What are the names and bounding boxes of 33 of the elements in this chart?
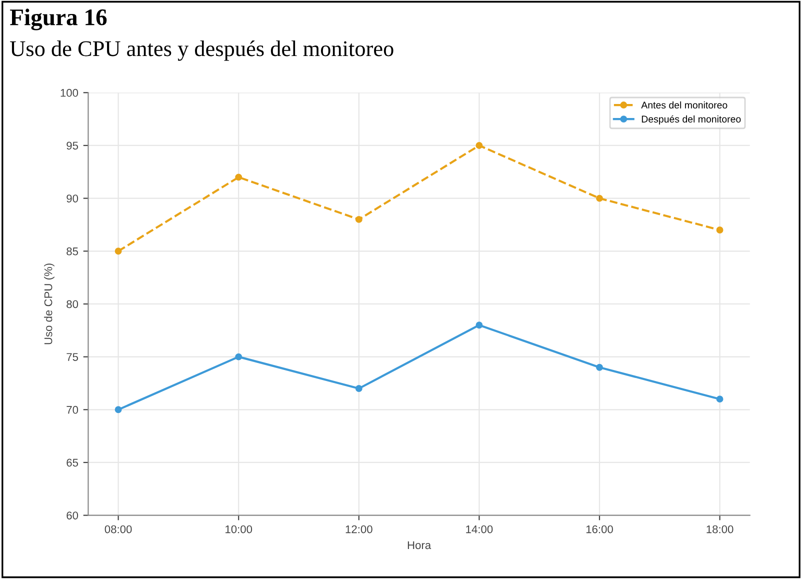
y-tick-label: 95 xyxy=(66,142,78,150)
point xyxy=(476,322,483,329)
y-tick-label: 100 xyxy=(60,88,78,97)
y-tick-label: 75 xyxy=(66,353,78,361)
point xyxy=(355,216,362,223)
y-tick-label: 90 xyxy=(66,194,78,202)
point xyxy=(355,385,362,392)
y-tick-label: 65 xyxy=(66,458,78,467)
x-tick-label: 12:00 xyxy=(346,525,372,534)
point xyxy=(596,364,603,371)
point xyxy=(476,142,483,149)
point xyxy=(716,396,724,403)
y-tick-label: 85 xyxy=(66,247,78,256)
point xyxy=(114,248,122,255)
y-tick-label: 80 xyxy=(66,300,78,308)
point xyxy=(235,174,242,181)
y-tick-label: 60 xyxy=(66,512,78,520)
y-tick-label: 70 xyxy=(66,406,78,414)
x-tick-label: 10:00 xyxy=(226,525,252,534)
legend-label: Antes del monitoreo xyxy=(641,101,728,109)
chart-subtitle: Uso de CPU antes y después del monitoreo xyxy=(10,40,394,61)
point xyxy=(596,194,603,202)
x-tick-label: 16:00 xyxy=(586,525,613,534)
point xyxy=(716,226,724,234)
x-tick-label: 18:00 xyxy=(706,525,734,534)
x-axis-title: Hora xyxy=(408,541,432,550)
y-axis-title: Uso de CPU (%) xyxy=(44,264,54,344)
x-tick-label: 14:00 xyxy=(466,525,493,534)
point xyxy=(235,353,242,360)
legend-label: Después del monitoreo xyxy=(642,115,741,124)
x-tick-label: 08:00 xyxy=(104,525,132,534)
point xyxy=(114,406,122,414)
chart-title: Figura 16 xyxy=(10,8,107,30)
